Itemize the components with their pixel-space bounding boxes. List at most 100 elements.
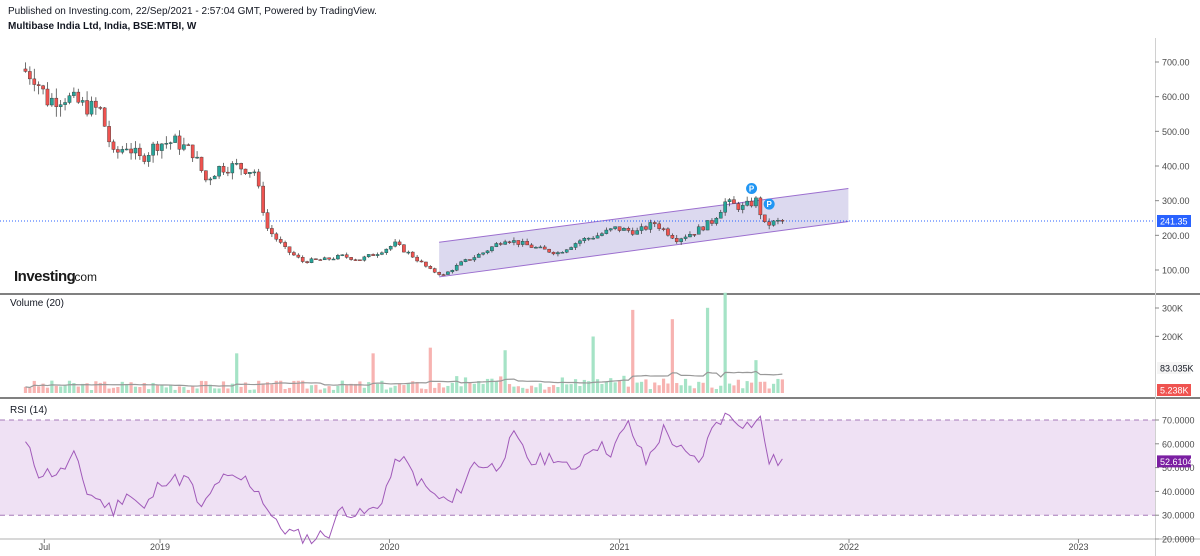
volume-bar	[94, 381, 98, 393]
volume-bar	[186, 389, 190, 393]
volume-bar	[305, 388, 309, 393]
volume-bar	[697, 381, 701, 393]
volume-bar	[191, 385, 195, 393]
volume-bar	[745, 381, 749, 393]
volume-bar	[683, 378, 688, 393]
volume-bar	[98, 382, 102, 393]
volume-bar	[120, 381, 124, 393]
volume-bar	[261, 383, 265, 393]
candle-body	[507, 241, 512, 243]
candle-body	[102, 107, 107, 127]
candle-body	[740, 205, 745, 210]
candle-body	[129, 148, 133, 154]
volume-bar	[468, 382, 472, 393]
volume-bar	[490, 378, 494, 393]
price-tick-label: 200.00	[1162, 231, 1190, 241]
time-tick-label: 2023	[1068, 542, 1088, 552]
volume-bar	[446, 385, 450, 393]
candle-body	[520, 241, 525, 245]
volume-bar	[239, 386, 243, 393]
volume-bar	[169, 384, 173, 393]
candle-body	[177, 135, 182, 150]
candle-body	[107, 126, 111, 143]
volume-bar	[521, 387, 525, 393]
volume-bar	[103, 381, 107, 393]
candle-body	[221, 166, 226, 173]
volume-bar	[59, 386, 63, 393]
volume-bar	[578, 386, 582, 393]
candle-body	[243, 168, 248, 174]
volume-bar	[45, 387, 50, 393]
channel-lower-line	[439, 220, 849, 278]
candle-body	[736, 203, 741, 210]
volume-bar	[243, 382, 248, 393]
candle-body	[714, 217, 719, 224]
time-tick-label: Jul	[39, 542, 51, 552]
candle-body	[432, 268, 437, 273]
candle-body	[578, 240, 582, 244]
price-tick-label: 600.00	[1162, 92, 1190, 102]
candle-body	[727, 199, 732, 203]
volume-bar	[217, 388, 221, 393]
volume-bar	[336, 385, 340, 393]
volume-bar	[164, 387, 168, 393]
price-pane[interactable]: P P Investing.com	[0, 62, 1155, 285]
price-axis[interactable]: 100.00 200.00 300.00 400.00 500.00 600.00 700.…	[1155, 58, 1195, 545]
volume-bar	[287, 387, 292, 393]
pivot-marker-icon: P	[746, 183, 758, 195]
volume-bar	[573, 379, 578, 393]
volume-bar	[481, 383, 485, 393]
candle-body	[300, 257, 305, 262]
volume-bar	[195, 388, 199, 393]
time-axis[interactable]: Jul 2019 2020 2021 2022 2023	[39, 539, 1089, 552]
volume-bar	[301, 380, 305, 393]
volume-bar	[780, 379, 784, 393]
candle-body	[723, 201, 727, 213]
rsi-pane[interactable]: RSI (14)	[0, 405, 1155, 545]
volume-bar	[512, 386, 516, 393]
volume-bar	[631, 309, 635, 393]
candle-body	[582, 238, 587, 241]
volume-bar	[565, 384, 569, 393]
candle-body	[472, 257, 477, 261]
volume-bar	[758, 381, 762, 393]
volume-bar	[257, 380, 261, 393]
candle-body	[248, 172, 252, 174]
price-tick-label: 500.00	[1162, 127, 1190, 137]
volume-bar	[279, 380, 283, 393]
candle-body	[133, 147, 138, 154]
candle-body	[28, 71, 32, 80]
candle-body	[454, 265, 459, 271]
rsi-tick-label: 60.0000	[1162, 439, 1195, 449]
volume-bar	[107, 388, 111, 393]
volume-pane[interactable]: Volume (20)	[10, 292, 784, 393]
candle-body	[265, 212, 270, 229]
volume-bar	[754, 360, 758, 393]
volume-bar	[199, 380, 204, 393]
candle-body	[146, 154, 151, 162]
candle-body	[498, 243, 503, 245]
volume-last-badge-text: 5.238K	[1160, 386, 1189, 396]
volume-bar	[314, 384, 318, 393]
candle-body	[749, 200, 754, 207]
candle-body	[538, 246, 543, 249]
volume-bar	[133, 386, 138, 393]
volume-bar	[675, 383, 679, 393]
volume-bar	[525, 388, 529, 393]
candle-body	[437, 272, 441, 275]
candle-body	[85, 100, 89, 115]
volume-bar	[441, 387, 446, 393]
volume-bar	[503, 350, 507, 393]
volume-bar	[50, 380, 54, 393]
candle-body	[613, 226, 617, 229]
volume-bar	[41, 383, 45, 393]
candle-body	[564, 249, 569, 253]
volume-bar	[424, 389, 428, 393]
volume-bar	[499, 376, 503, 393]
volume-bar	[296, 380, 300, 393]
volume-bar	[494, 381, 498, 393]
candle-body	[776, 220, 780, 222]
candle-body	[314, 258, 318, 260]
candle-body	[283, 242, 287, 247]
